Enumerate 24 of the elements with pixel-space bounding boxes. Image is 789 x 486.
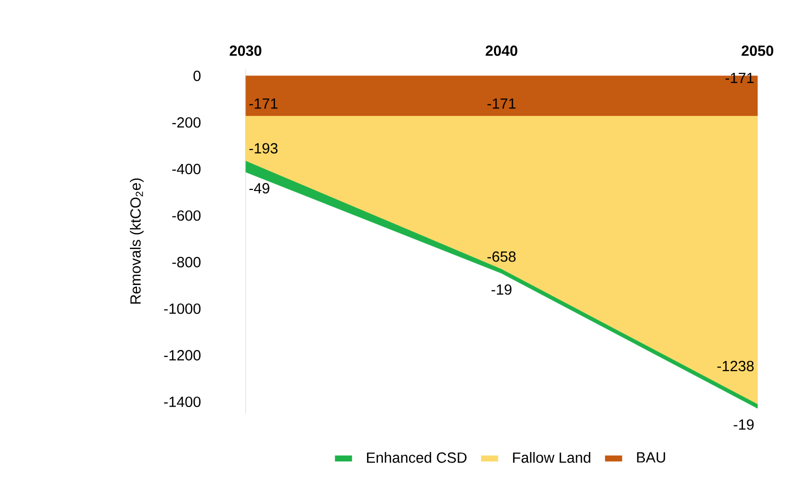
data-label: -193 <box>249 142 278 154</box>
y-tick-label: -400 <box>172 164 201 174</box>
y-tick-label: -1400 <box>164 396 201 407</box>
data-label: -171 <box>487 98 516 108</box>
y-tick-label: 0 <box>193 70 201 81</box>
data-label: -1238 <box>717 360 754 372</box>
y-tick-label: -1200 <box>164 350 201 360</box>
data-label: -171 <box>726 72 754 83</box>
data-label: -171 <box>249 98 278 108</box>
x-tick-label: 2040 <box>486 45 518 56</box>
legend-label: Enhanced CSD <box>367 452 467 463</box>
data-label: -19 <box>734 419 754 430</box>
data-label: -49 <box>249 182 270 194</box>
legend-label: BAU <box>637 452 666 462</box>
y-axis-title: Removals (ktCO$_{2}$e) <box>130 178 144 304</box>
y-tick-label: -200 <box>172 117 201 128</box>
data-label: -658 <box>487 251 516 262</box>
x-tick-label: 2030 <box>230 45 262 56</box>
data-label: -19 <box>492 284 512 295</box>
y-tick-label: -600 <box>172 210 201 221</box>
y-tick-label: -1000 <box>164 303 201 314</box>
x-tick-label: 2050 <box>742 45 774 56</box>
legend-label: Fallow Land <box>513 452 590 463</box>
y-tick-label: -800 <box>172 256 201 268</box>
